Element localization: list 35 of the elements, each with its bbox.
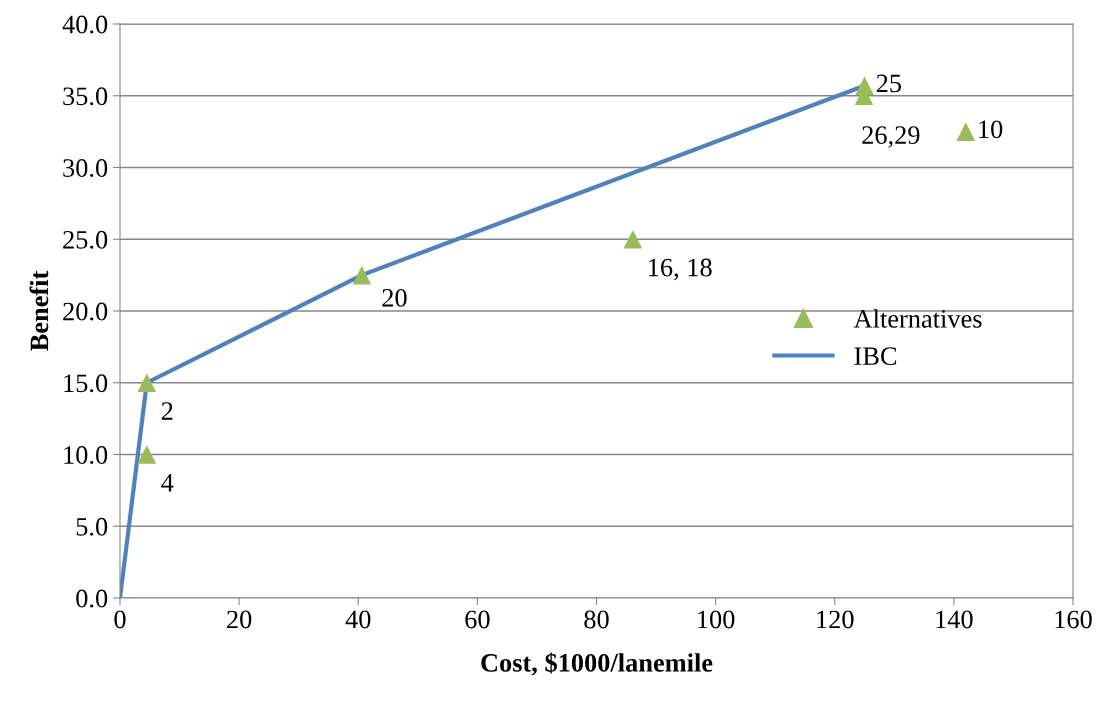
y-tick-label: 0.0	[76, 589, 108, 608]
x-tick-label: 40	[345, 610, 371, 629]
y-tick-label: 15.0	[64, 374, 108, 393]
x-axis-title: Cost, $1000/lanemile	[481, 652, 713, 676]
y-tick-label: 35.0	[63, 87, 108, 106]
point	[855, 76, 874, 96]
annotation: 26,29	[862, 126, 920, 148]
annotation: 4	[161, 474, 174, 492]
y-tick-label: 20.0	[63, 302, 108, 321]
annotation: 20	[382, 288, 407, 307]
annotation: 16, 18	[649, 258, 712, 281]
annotation: 2	[161, 402, 173, 420]
y-tick-label: 5.0	[76, 517, 108, 536]
x-tick-label: 120	[817, 610, 854, 629]
x-tick-label: 140	[936, 610, 973, 629]
y-tick-label: 40.0	[62, 15, 108, 34]
x-tick-label: 80	[584, 610, 609, 629]
point	[137, 373, 157, 393]
point	[623, 229, 643, 249]
y-tick-label: 10.0	[64, 446, 108, 465]
x-tick-label: 20	[227, 610, 252, 629]
point	[352, 265, 372, 285]
annotation: 25	[876, 74, 901, 93]
legend-label: IBC	[854, 347, 897, 366]
y-axis-title: Benefit	[29, 270, 49, 351]
x-tick-label: 160	[1055, 610, 1092, 629]
x-tick-label: 100	[698, 610, 735, 629]
annotation: 10	[979, 120, 1003, 139]
point	[956, 122, 976, 141]
point	[137, 445, 157, 464]
y-tick-label: 30.0	[63, 159, 108, 178]
legend-label: Alternatives	[853, 309, 982, 328]
x-tick-label: 0	[114, 610, 126, 629]
x-tick-label: 60	[465, 610, 490, 629]
y-tick-label: 25.0	[63, 230, 108, 249]
